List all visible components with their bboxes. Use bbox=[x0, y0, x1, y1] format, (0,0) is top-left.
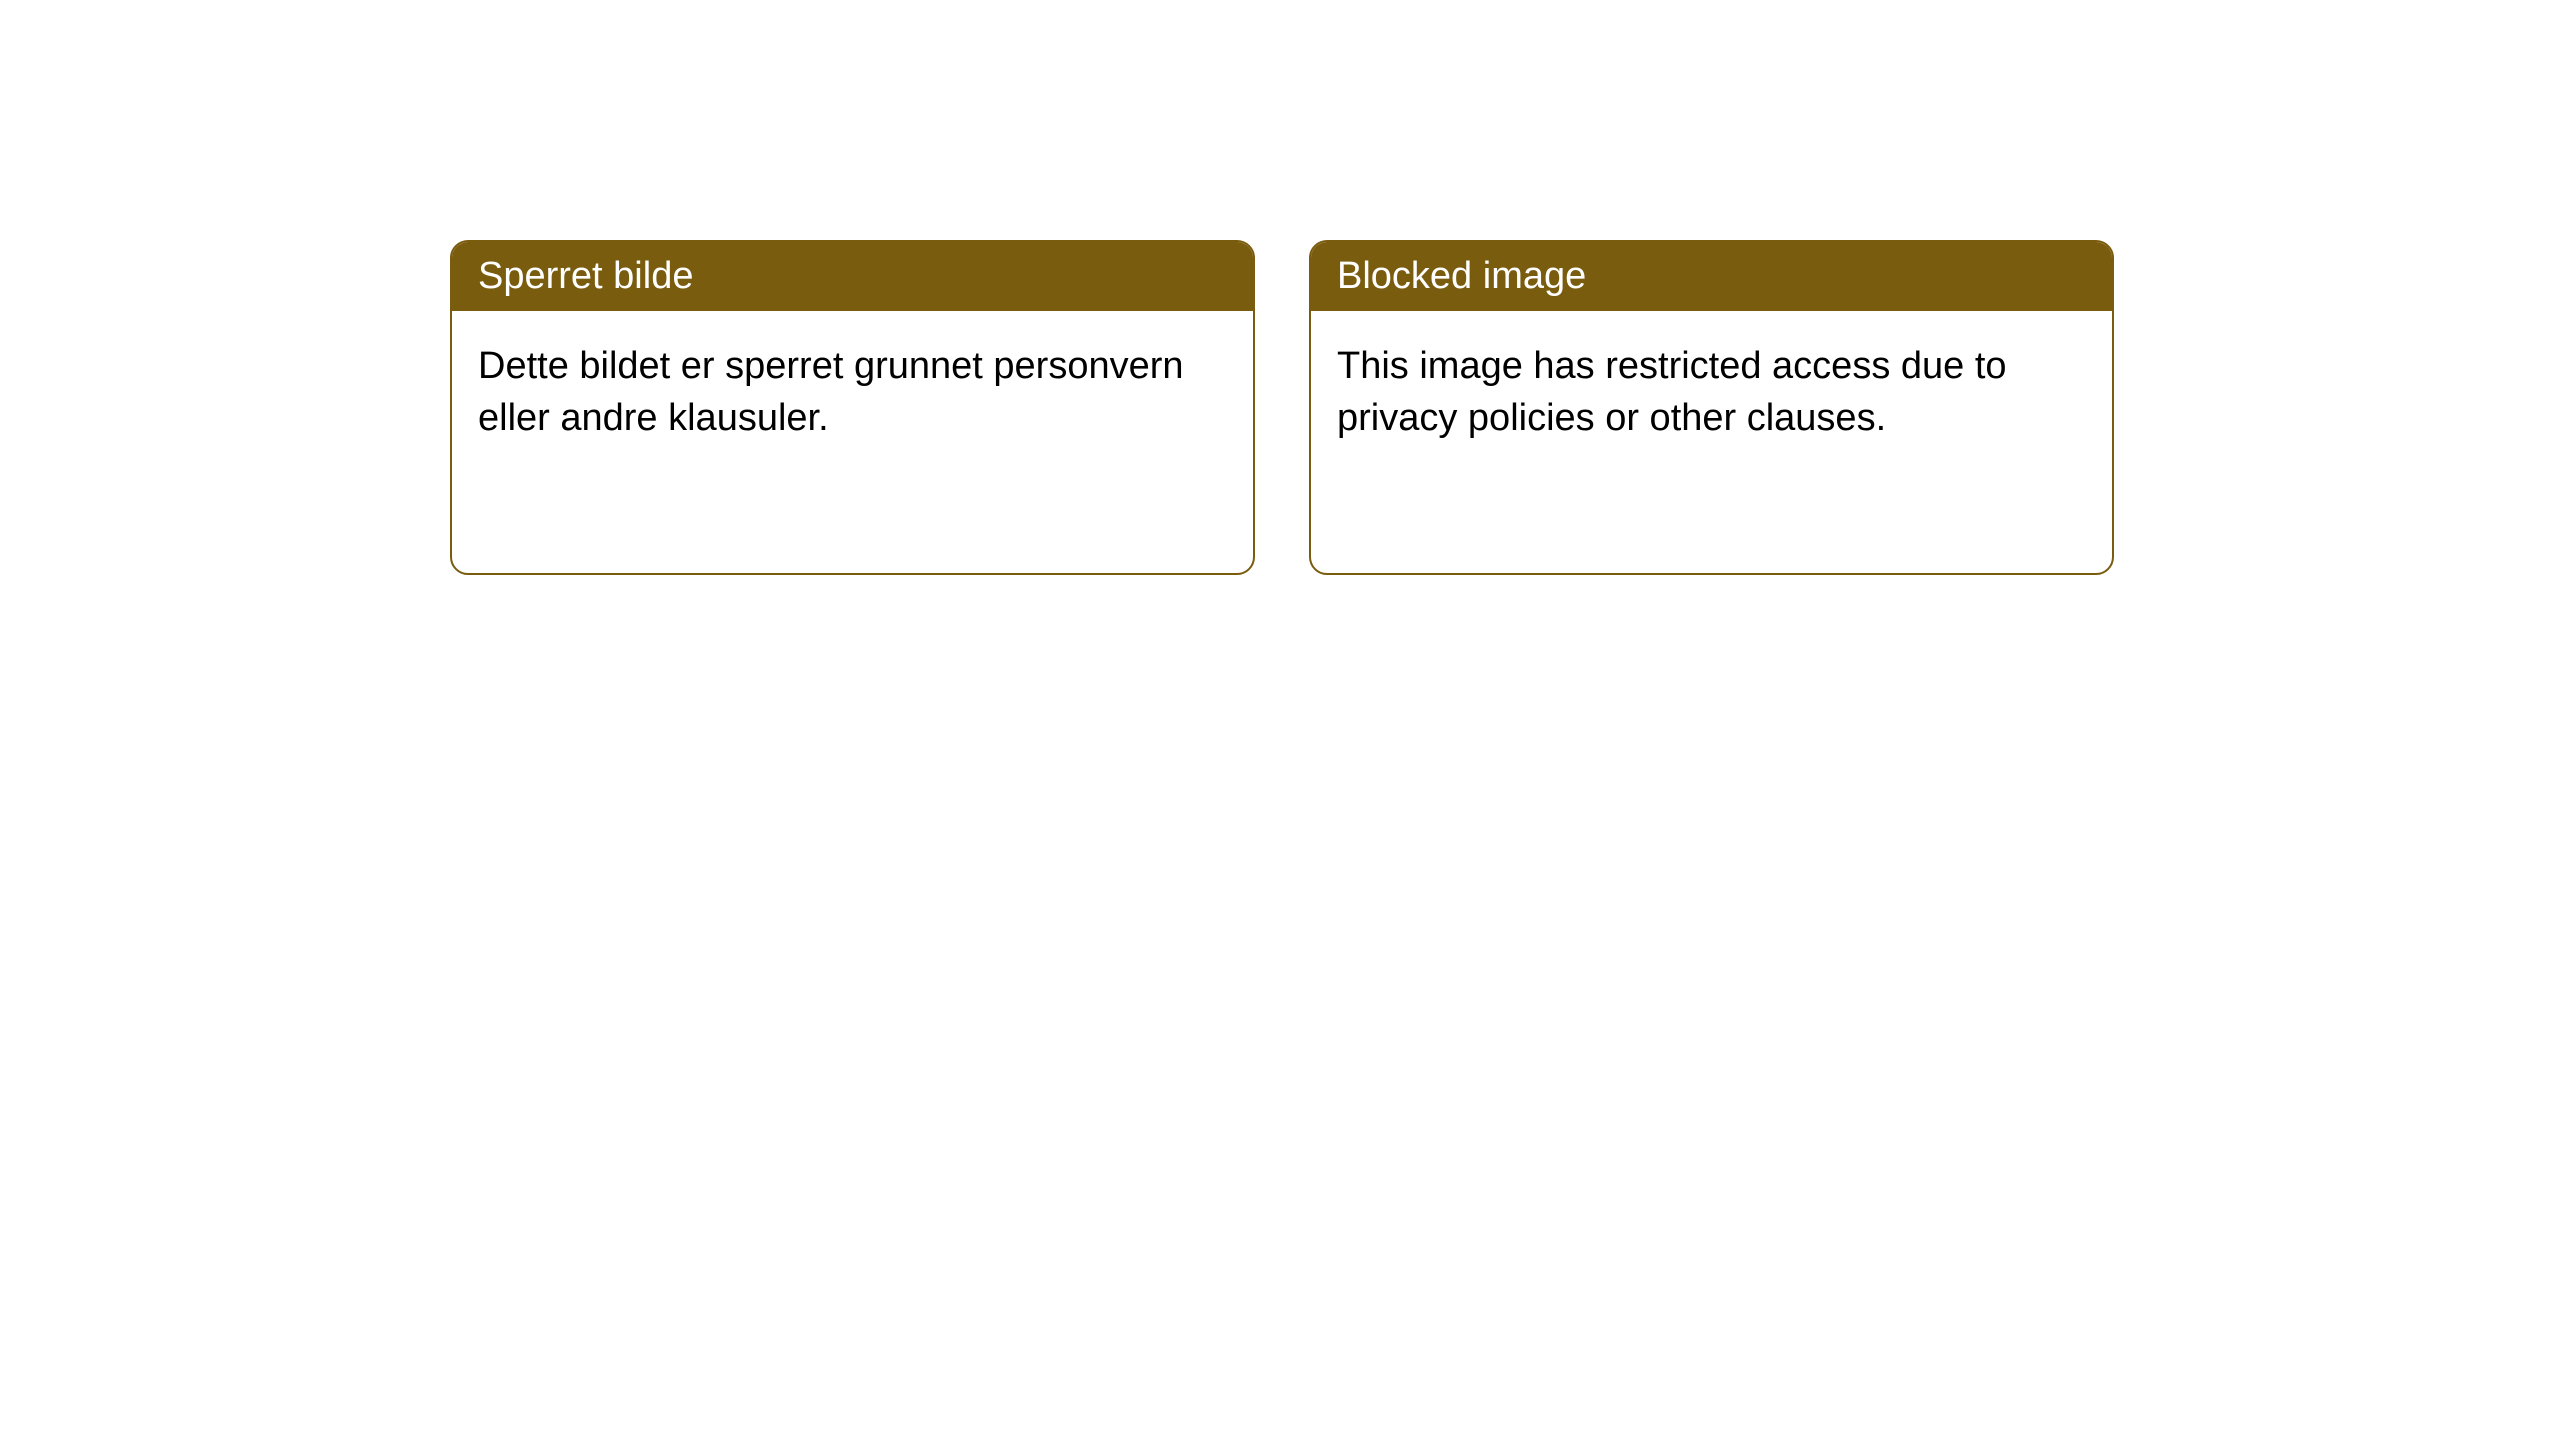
blocked-image-notice-no: Sperret bilde Dette bildet er sperret gr… bbox=[450, 240, 1255, 575]
blocked-image-notice-en: Blocked image This image has restricted … bbox=[1309, 240, 2114, 575]
notice-title-en: Blocked image bbox=[1311, 242, 2112, 311]
notice-container: Sperret bilde Dette bildet er sperret gr… bbox=[0, 0, 2560, 575]
notice-body-no: Dette bildet er sperret grunnet personve… bbox=[452, 311, 1253, 474]
notice-body-en: This image has restricted access due to … bbox=[1311, 311, 2112, 474]
notice-title-no: Sperret bilde bbox=[452, 242, 1253, 311]
